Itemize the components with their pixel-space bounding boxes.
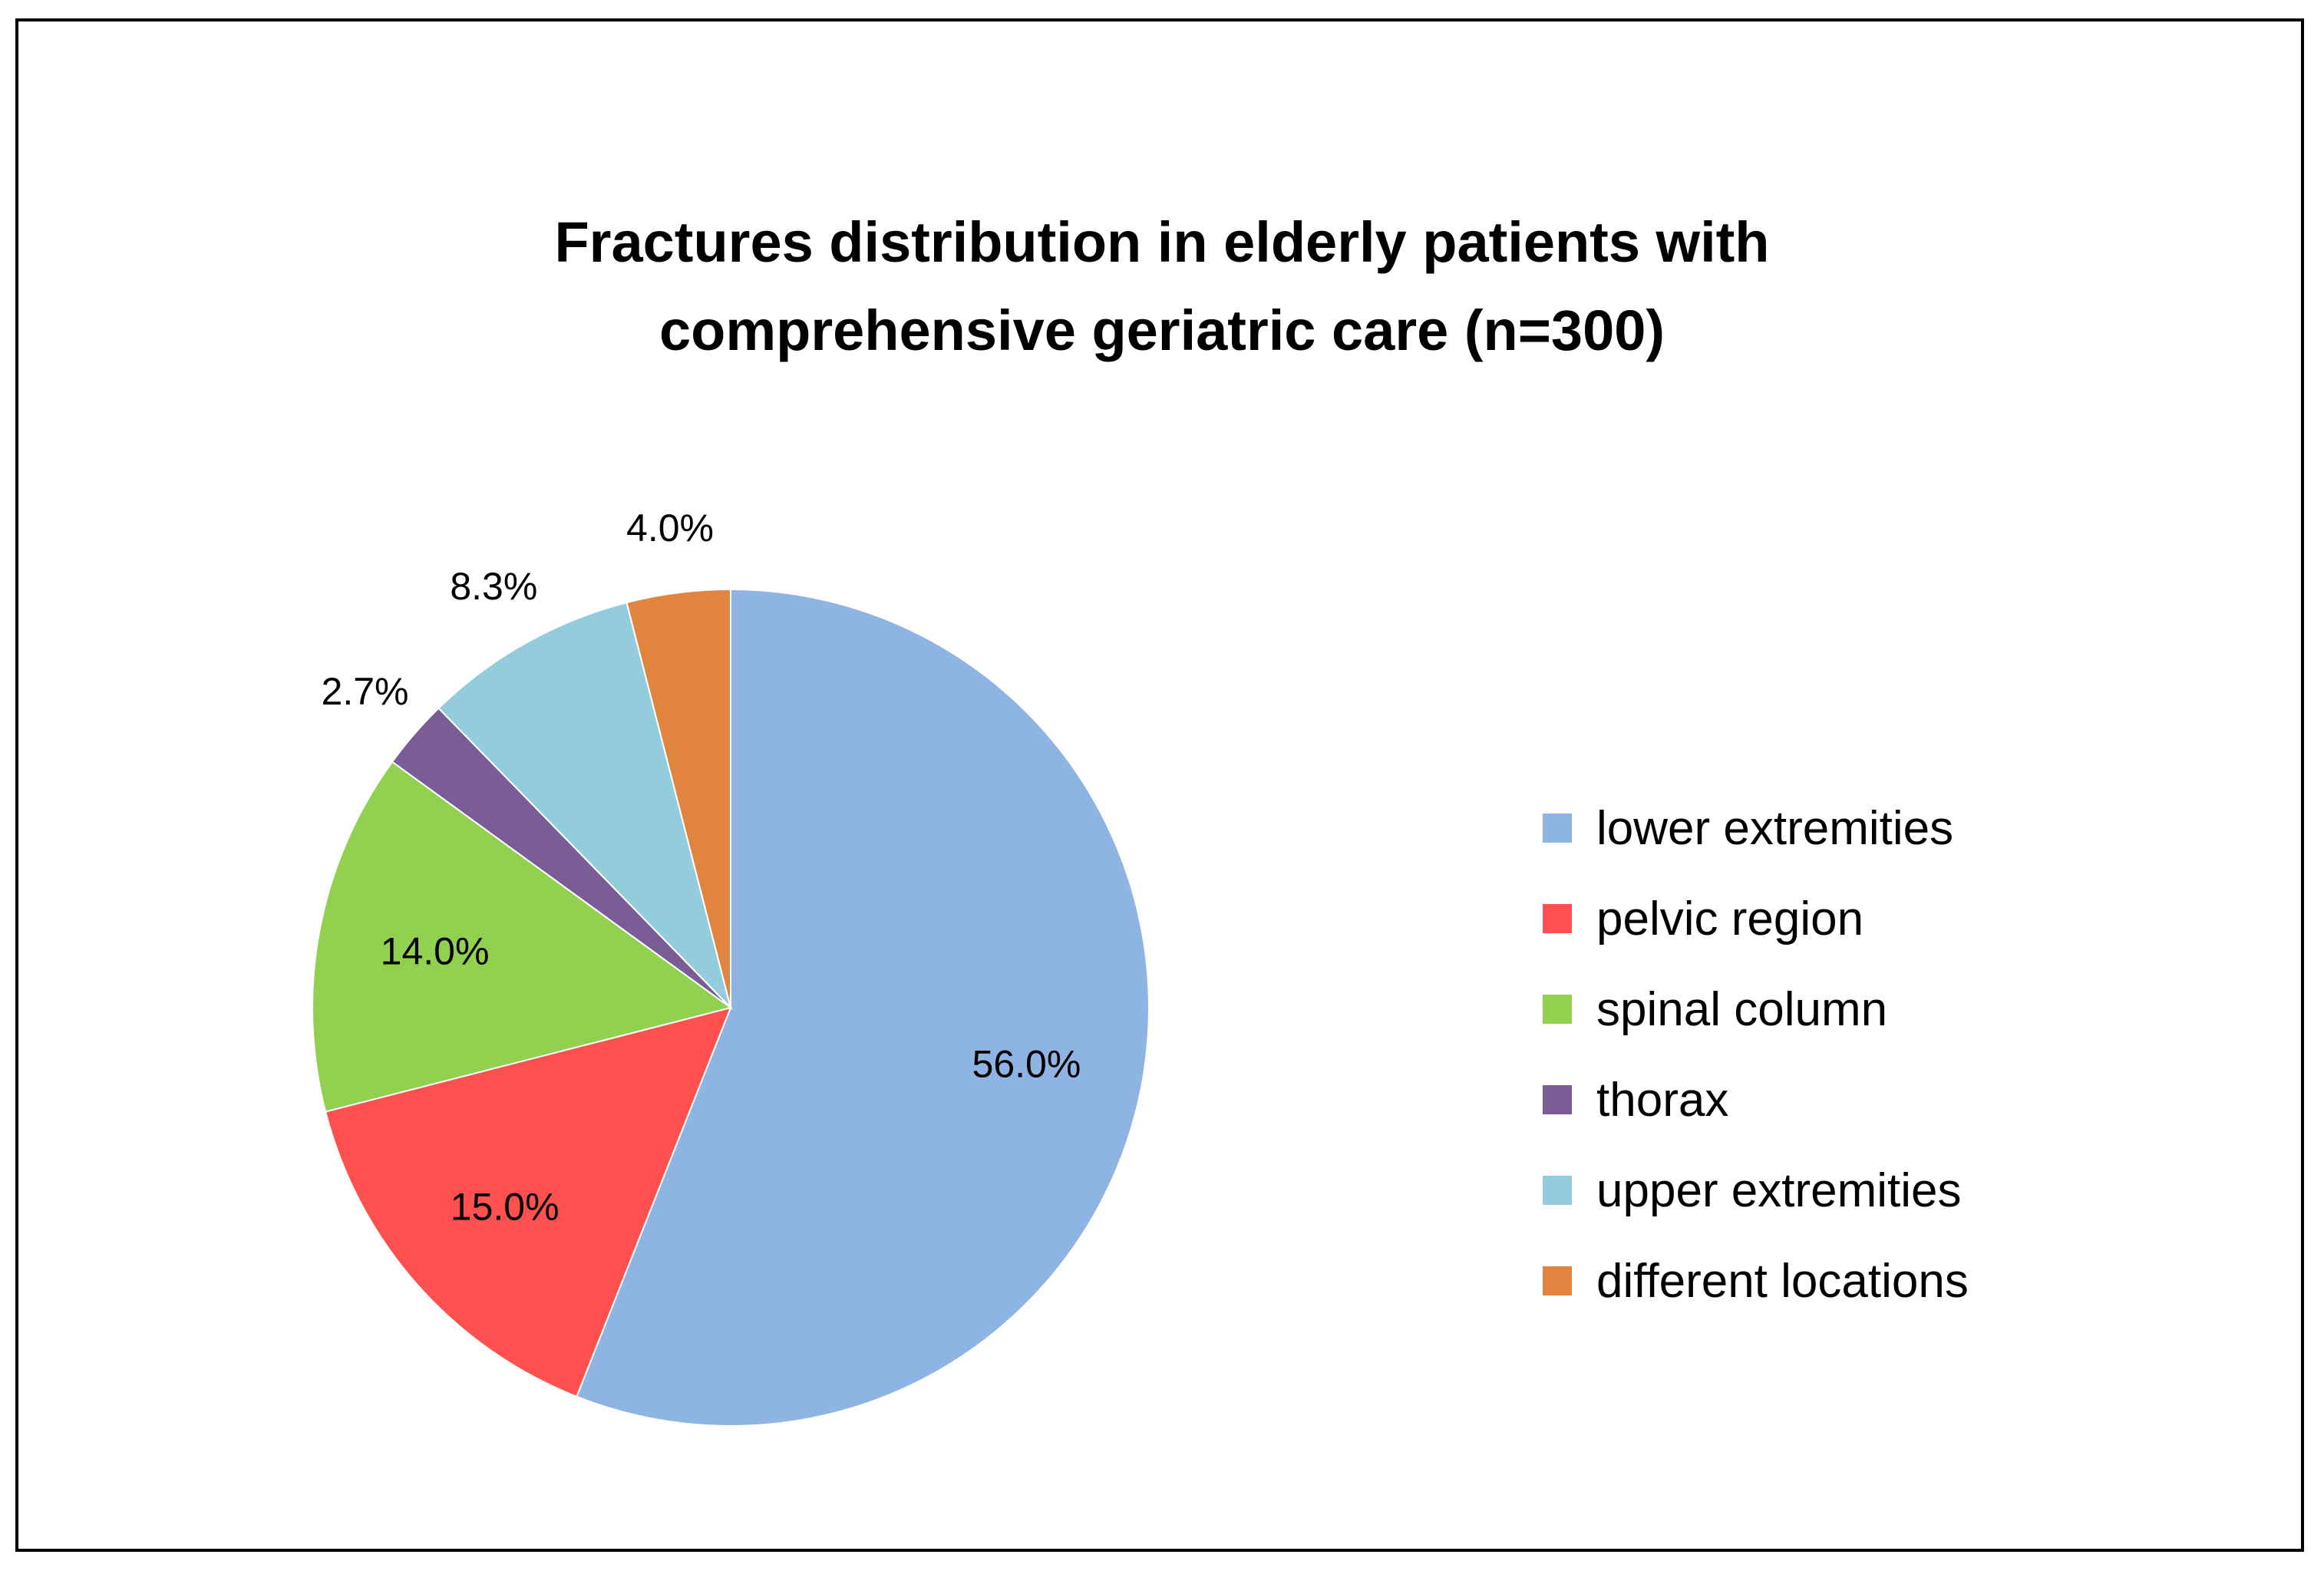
pie-slice-upper-extremities: [437, 601, 732, 1011]
chart-title: Fractures distribution in elderly patien…: [0, 198, 2324, 375]
legend-swatch: [1543, 904, 1572, 933]
legend-swatch: [1543, 814, 1572, 843]
legend-item-lower-extremities: lower extremities: [1543, 783, 1969, 873]
pie-data-labels: 56.0% 15.0% 14.0% 2.7% 8.3% 4.0%: [322, 507, 1081, 1229]
legend-item-pelvic-region: pelvic region: [1543, 873, 1969, 964]
legend-label: thorax: [1596, 1073, 1729, 1127]
data-label-pelvic-region: 15.0%: [451, 1185, 560, 1228]
chart-legend: lower extremities pelvic region spinal col…: [1543, 783, 1969, 1326]
legend-item-spinal-column: spinal column: [1543, 964, 1969, 1054]
legend-label: pelvic region: [1596, 892, 1864, 946]
legend-swatch: [1543, 995, 1572, 1024]
data-label-different-locations: 4.0%: [626, 507, 714, 550]
data-label-thorax: 2.7%: [322, 670, 409, 713]
legend-item-different-locations: different locations: [1543, 1236, 1969, 1326]
legend-item-thorax: thorax: [1543, 1054, 1969, 1145]
data-label-spinal-column: 14.0%: [381, 929, 490, 972]
legend-swatch: [1543, 1266, 1572, 1295]
legend-swatch: [1543, 1085, 1572, 1114]
legend-swatch: [1543, 1176, 1572, 1205]
legend-label: upper extremities: [1596, 1163, 1962, 1217]
pie-slice-pelvic-region: [324, 1006, 732, 1398]
data-label-upper-extremities: 8.3%: [450, 565, 537, 608]
legend-label: lower extremities: [1596, 801, 1954, 855]
chart-title-line-1: Fractures distribution in elderly patien…: [554, 210, 1770, 274]
pie-slice-different-locations: [626, 588, 731, 1008]
pie-slice-spinal-column: [312, 761, 733, 1113]
pie-slices: [312, 588, 1150, 1427]
legend-label: different locations: [1596, 1254, 1969, 1308]
legend-item-upper-extremities: upper extremities: [1543, 1145, 1969, 1236]
chart-title-line-2: comprehensive geriatric care (n=300): [659, 299, 1665, 362]
pie-slice-lower-extremities: [576, 588, 1150, 1427]
data-label-lower-extremities: 56.0%: [972, 1043, 1081, 1086]
legend-label: spinal column: [1596, 982, 1888, 1036]
